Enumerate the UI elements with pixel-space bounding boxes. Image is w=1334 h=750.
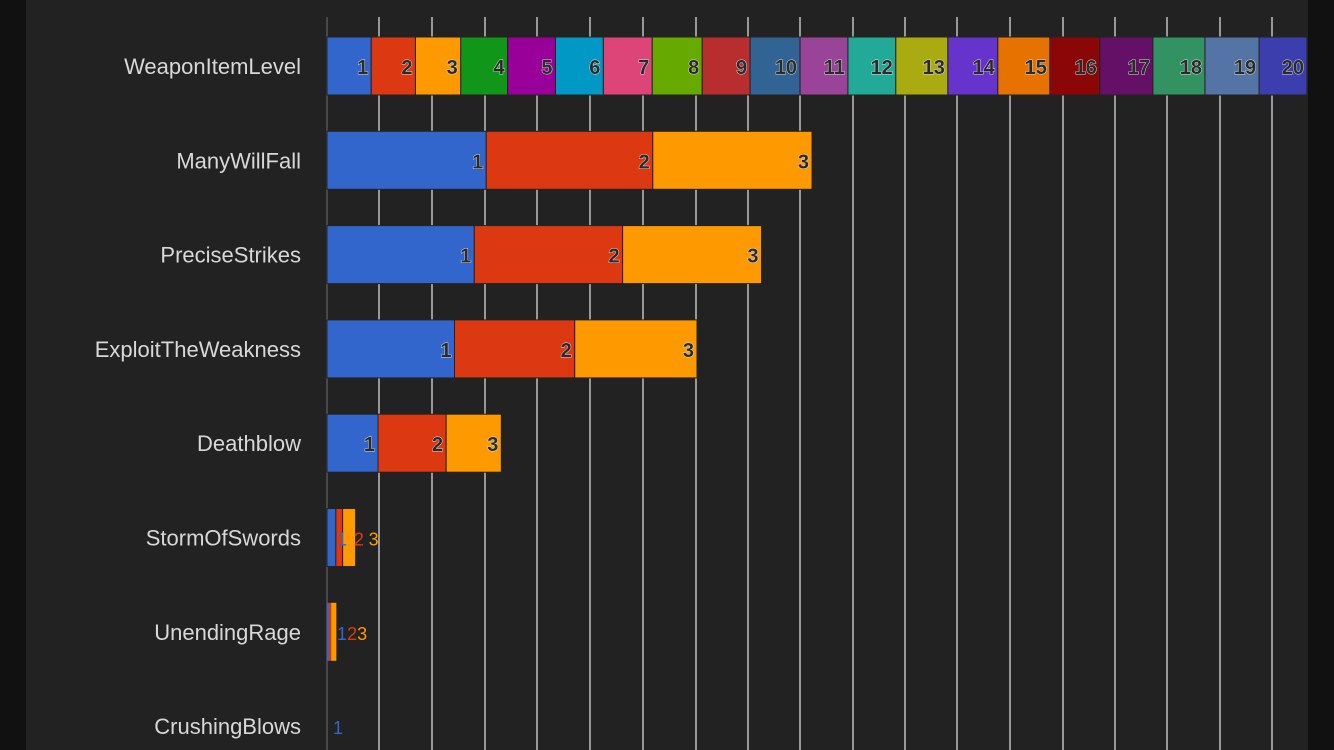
- segment-label: 3: [357, 624, 367, 644]
- bar-segment[interactable]: [1258, 36, 1308, 96]
- bar-segment[interactable]: [414, 36, 462, 96]
- segment-label: 1: [333, 718, 343, 738]
- segment-label: 20: [1282, 57, 1304, 79]
- bar-segment[interactable]: [326, 319, 456, 379]
- segment-label: 1: [460, 246, 471, 268]
- bar-segment[interactable]: [370, 36, 416, 96]
- bar-segment[interactable]: [445, 413, 502, 473]
- segment-label: 3: [798, 151, 809, 173]
- bars: [326, 36, 1308, 661]
- bar-segment[interactable]: [701, 36, 751, 96]
- segment-label: 1: [472, 151, 483, 173]
- category-label: ExploitTheWeakness: [95, 337, 301, 362]
- segment-label: 7: [638, 57, 649, 79]
- bar-segment[interactable]: [997, 36, 1051, 96]
- bar-segment[interactable]: [326, 36, 372, 96]
- segment-label: 2: [432, 434, 443, 456]
- segment-label: 19: [1234, 57, 1256, 79]
- segment-label: 5: [541, 57, 552, 79]
- chart-panel: WeaponItemLevel 1 2 3 4 5 6 7 8 9 10 11 12 13 14 15 16 17…: [26, 0, 1308, 750]
- bar-segment[interactable]: [473, 225, 624, 285]
- labels: WeaponItemLevel 1 2 3 4 5 6 7 8 9 10 11 12 13 14 15 16 17…: [95, 54, 1305, 739]
- segment-label: 12: [871, 57, 893, 79]
- bar-segment[interactable]: [602, 36, 653, 96]
- category-label: Deathblow: [197, 431, 301, 456]
- bar-segment[interactable]: [622, 225, 763, 285]
- category-label: PreciseStrikes: [160, 243, 301, 268]
- bar-segment[interactable]: [327, 602, 330, 661]
- bar-segment[interactable]: [507, 36, 556, 96]
- bar-segment[interactable]: [749, 36, 801, 96]
- category-label: StormOfSwords: [146, 526, 301, 551]
- segment-label: 1: [440, 340, 451, 362]
- segment-label: 3: [447, 57, 458, 79]
- bar-segment[interactable]: [331, 602, 337, 661]
- bar-segment[interactable]: [554, 36, 604, 96]
- segment-label: 8: [688, 57, 699, 79]
- segment-label: 2: [354, 530, 364, 550]
- segment-label: 1: [357, 57, 368, 79]
- stacked-bar-chart: WeaponItemLevel 1 2 3 4 5 6 7 8 9 10 11 12 13 14 15 16 17…: [95, 17, 1308, 750]
- segment-label: 13: [923, 57, 945, 79]
- segment-label: 2: [608, 246, 619, 268]
- bar-segment[interactable]: [1152, 36, 1206, 96]
- bar-segment[interactable]: [651, 36, 703, 96]
- segment-label: 17: [1128, 57, 1150, 79]
- segment-label: 11: [824, 57, 845, 79]
- segment-label: 9: [736, 57, 747, 79]
- bar-segment[interactable]: [329, 602, 332, 661]
- bar-segment[interactable]: [799, 36, 849, 96]
- segment-label: 2: [347, 624, 357, 644]
- segment-label: 14: [973, 57, 996, 79]
- segment-label: 15: [1025, 57, 1047, 79]
- bar-segment[interactable]: [326, 413, 379, 473]
- bar-segment[interactable]: [342, 508, 357, 567]
- bar-segment[interactable]: [652, 130, 813, 190]
- segment-label: 3: [747, 246, 758, 268]
- bar-segment[interactable]: [454, 319, 576, 379]
- segment-label: 1: [337, 624, 347, 644]
- gridlines: [326, 17, 1273, 750]
- segment-label: 3: [369, 530, 379, 550]
- segment-label: 2: [639, 151, 650, 173]
- category-label: WeaponItemLevel: [124, 54, 301, 79]
- segment-label: 1: [337, 530, 347, 550]
- segment-label: 4: [493, 57, 505, 79]
- segment-label: 10: [775, 57, 797, 79]
- segment-label: 2: [401, 57, 412, 79]
- bar-segment[interactable]: [485, 130, 654, 190]
- segment-label: 3: [683, 340, 694, 362]
- segment-label: 1: [364, 434, 375, 456]
- bar-segment[interactable]: [326, 130, 487, 190]
- bar-segment[interactable]: [574, 319, 698, 379]
- bar-segment[interactable]: [947, 36, 999, 96]
- bar-segment[interactable]: [326, 225, 475, 285]
- segment-label: 18: [1180, 57, 1202, 79]
- segment-label: 6: [589, 57, 600, 79]
- category-label: CrushingBlows: [154, 714, 301, 739]
- segment-label: 2: [561, 340, 572, 362]
- bar-segment[interactable]: [460, 36, 509, 96]
- category-label: UnendingRage: [154, 620, 301, 645]
- category-label: ManyWillFall: [176, 148, 301, 173]
- bar-segment[interactable]: [326, 508, 337, 567]
- segment-label: 3: [487, 434, 498, 456]
- segment-label: 16: [1075, 57, 1097, 79]
